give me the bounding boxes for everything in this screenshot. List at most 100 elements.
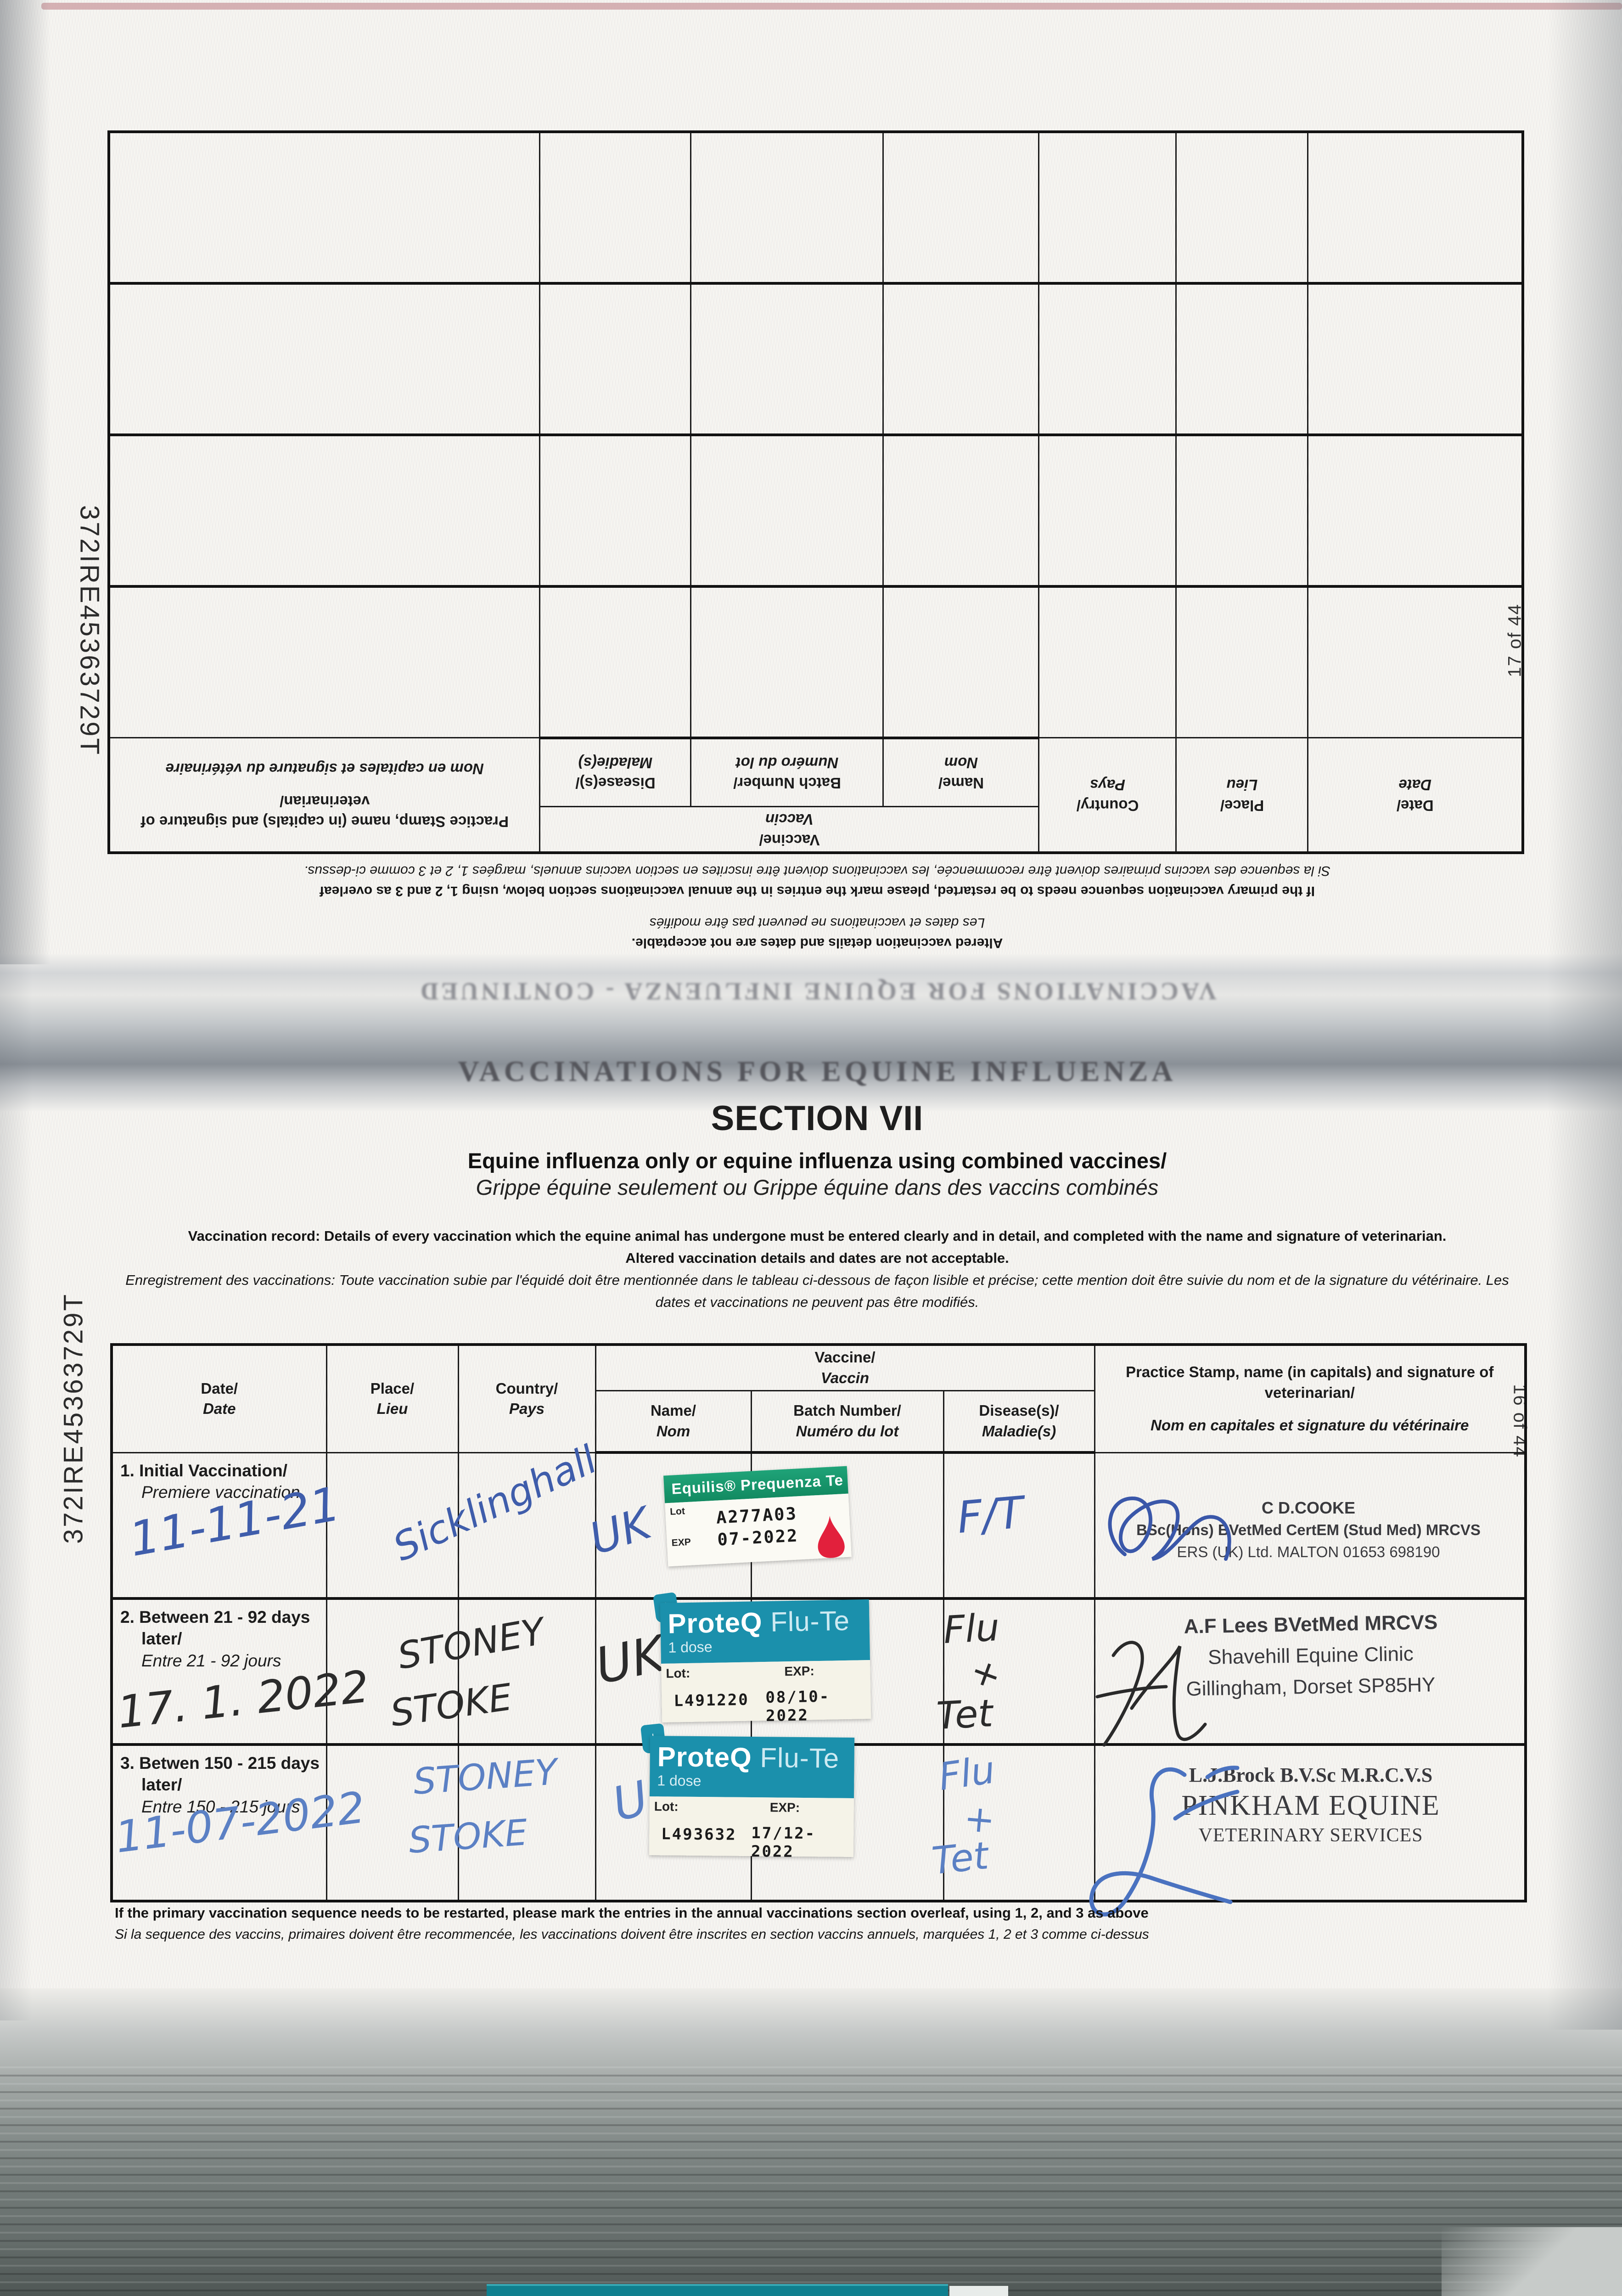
lot-label: Lot: (666, 1666, 690, 1681)
book-edge-background (0, 1988, 1622, 2296)
table-footnote: If the primary vaccination sequence need… (115, 1902, 1575, 1946)
row3-place-line2-handwriting: STOKE (407, 1812, 529, 1862)
overleaf-header-disease: Disease(s)/Maladie(s) (539, 738, 691, 807)
row2-disease-line1: Flu (942, 1605, 1001, 1653)
row1-label-fr: Premiere vaccination (141, 1482, 300, 1502)
row2-label-fr: Entre 21 - 92 jours (141, 1651, 281, 1670)
lot-value: A277A03 (715, 1503, 798, 1528)
overleaf-empty-row (108, 132, 1523, 283)
section-subtitle-en: Equine influenza only or equine influenz… (467, 1148, 1167, 1173)
exp-value: 08/10-2022 (765, 1687, 831, 1726)
row2-signature (1095, 1641, 1207, 1747)
equilis-vaccine-sticker: Equilis® Prequenza Te Lot A277A03 EXP 07… (663, 1466, 852, 1567)
proteq-variant: Flu-Te (760, 1742, 840, 1774)
proteq-sticker-body: Lot: EXP: L493632 17/12-2022 (649, 1796, 854, 1861)
page-number-top: 17 of 44 (1504, 603, 1525, 677)
proteq-sticker-body: Lot: EXP: L491220 08/10-2022 (661, 1660, 871, 1726)
overleaf-note-en-1: Altered vaccination details and dates ar… (631, 935, 1003, 951)
overleaf-empty-row (108, 435, 1523, 586)
overleaf-page-rotated: Altered vaccination details and dates ar… (107, 130, 1524, 969)
overleaf-note-fr-1: Les dates et vaccinations ne peuvent pas… (649, 915, 985, 931)
proteq-dose: 1 dose (657, 1772, 702, 1790)
row1-stamp-line1: C D.COOKE (1261, 1498, 1355, 1517)
equilis-sticker-body: Lot A277A03 EXP 07-2022 (665, 1493, 852, 1567)
overleaf-header-date: Date/Date (1308, 738, 1523, 853)
overleaf-header-name: Name/Nom (883, 738, 1039, 807)
overleaf-vaccination-table: Date/Date Place/Lieu Country/Pays Vaccin… (107, 130, 1524, 854)
row1-label-en: 1. Initial Vaccination/ (120, 1461, 287, 1480)
overleaf-header-batch: Batch Number/Numéro du lot (691, 738, 883, 807)
header-name: Name/Nom (595, 1390, 752, 1454)
footnote-en: If the primary vaccination sequence need… (115, 1905, 1149, 1921)
row3-label-en: 3. Betwen 150 - 215 days later/ (120, 1754, 320, 1795)
intro-paragraph: Vaccination record: Details of every vac… (110, 1225, 1524, 1313)
lot-value: L491220 (673, 1690, 750, 1711)
lot-label: Lot (669, 1506, 685, 1517)
header-date: Date/Date (111, 1344, 327, 1453)
continued-heading-rotated: VACCINATIONS FOR EQUINE INFLUENZA - CONT… (418, 978, 1217, 1005)
proteq-variant: Flu-Te (770, 1605, 850, 1638)
vaccination-table: Date/Date Place/Lieu Country/Pays Vaccin… (110, 1343, 1527, 1902)
overleaf-header-stamp: Practice Stamp, name (in capitals) and s… (108, 738, 540, 853)
proteq-brand: ProteQ (657, 1741, 752, 1773)
row2-disease-line3: Tet (935, 1691, 994, 1739)
section-heading-watermark: VACCINATIONS FOR EQUINE INFLUENZA (458, 1055, 1177, 1087)
overleaf-note-fr-2: Si la sequence des vaccins primaires doi… (303, 863, 1331, 879)
exp-value: 17/12-2022 (751, 1823, 816, 1861)
table-row-3: 3. Betwen 150 - 215 days later/Entre 150… (111, 1744, 1527, 1902)
row2-label-en: 2. Between 21 - 92 days later/ (120, 1608, 310, 1649)
next-page-sticker-sliver (487, 2284, 948, 2296)
header-stamp: Practice Stamp, name (in capitals) and s… (1094, 1344, 1527, 1453)
lot-label: Lot: (654, 1799, 679, 1814)
header-disease: Disease(s)/Maladie(s) (943, 1390, 1095, 1454)
proteq-brand: ProteQ (667, 1607, 763, 1639)
proteq-vaccine-sticker-2: ProteQ Flu-Te 1 dose Lot: EXP: L493632 1… (649, 1736, 855, 1861)
header-country: Country/Pays (457, 1344, 596, 1453)
red-drop-icon (818, 1515, 845, 1558)
proteq-vaccine-sticker-1: ProteQ Flu-Te 1 dose Lot: EXP: L491220 0… (660, 1599, 871, 1726)
intro-en-line1: Vaccination record: Details of every vac… (188, 1228, 1447, 1244)
overleaf-note-en-2: If the primary vaccination sequence need… (320, 884, 1315, 899)
next-page-paper-sliver (949, 2286, 1008, 2296)
row1-disease-handwriting: F/T (955, 1487, 1026, 1544)
exp-label: EXP: (784, 1664, 815, 1679)
left-scan-shadow-lower (0, 964, 32, 2020)
row3-label-fr: Entre 150 - 215 jours (141, 1797, 300, 1816)
right-scan-shadow (1547, 0, 1622, 2030)
section-subtitle-fr: Grippe équine seulement ou Grippe équine… (476, 1175, 1159, 1199)
overleaf-header-place: Place/Lieu (1176, 738, 1308, 853)
row3-disease-line3: Tet (930, 1834, 991, 1884)
bottom-corner-highlight (1442, 2227, 1622, 2296)
overleaf-empty-row (108, 586, 1523, 738)
overleaf-empty-row (108, 283, 1523, 435)
overleaf-header-vaccine: Vaccine/Vaccin (539, 807, 1039, 853)
serial-code-top: 372IRE45363729T (74, 505, 105, 756)
row1-signature (1108, 1496, 1231, 1561)
page-edges-texture (0, 2066, 1622, 2296)
overleaf-notes: Altered vaccination details and dates ar… (110, 854, 1524, 969)
proteq-banner: ProteQ Flu-Te 1 dose (649, 1736, 855, 1798)
row3-disease-line1: Flu (936, 1748, 998, 1800)
lot-value: L493632 (661, 1825, 737, 1844)
exp-label: EXP (671, 1536, 691, 1548)
vaccination-table-area: Date/Date Place/Lieu Country/Pays Vaccin… (110, 1343, 1527, 1917)
proteq-dose: 1 dose (668, 1638, 713, 1656)
scan-pink-strip (41, 3, 1622, 10)
exp-label: EXP: (769, 1800, 800, 1815)
page-fold-shadow (0, 954, 1622, 1111)
row1-stamp-line3: ERS (UK) Ltd. MALTON 01653 698190 (1177, 1543, 1440, 1560)
header-vaccine: Vaccine/Vaccin (595, 1344, 1095, 1391)
row3-stamp-line3: VETERINARY SERVICES (1198, 1825, 1423, 1846)
footnote-fr: Si la sequence des vaccins, primaires do… (115, 1927, 1149, 1942)
header-place: Place/Lieu (326, 1344, 459, 1453)
intro-en-line2: Altered vaccination details and dates ar… (625, 1250, 1009, 1266)
intro-fr: Enregistrement des vaccinations: Toute v… (125, 1272, 1509, 1311)
serial-code-bottom: 372IRE45363729T (58, 1293, 89, 1544)
overleaf-header-country: Country/Pays (1039, 738, 1176, 853)
header-batch: Batch Number/Numéro du lot (750, 1390, 944, 1454)
row3-signature (1089, 1766, 1240, 1917)
left-scan-shadow (0, 0, 51, 964)
section-title: SECTION VII (711, 1099, 924, 1138)
proteq-banner: ProteQ Flu-Te 1 dose (660, 1599, 870, 1664)
